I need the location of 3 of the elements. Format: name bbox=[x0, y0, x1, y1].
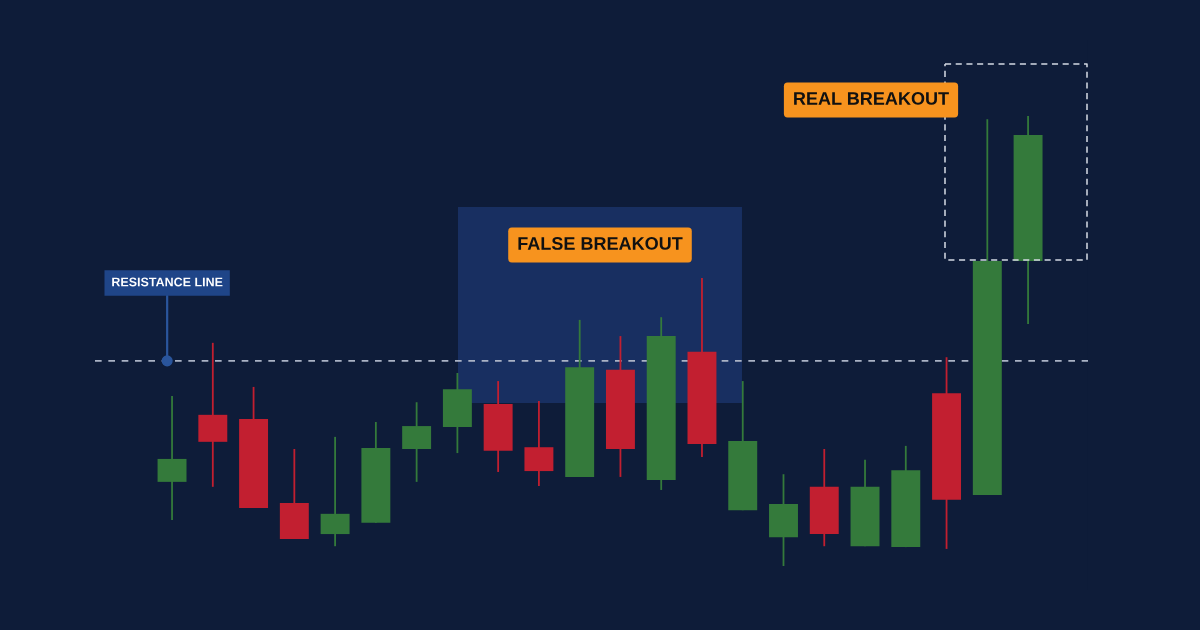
ref-line-label: RESISTANCE LINE bbox=[112, 277, 223, 287]
annotation: FALSE BREAKOUT bbox=[518, 237, 683, 250]
text: REAL BREAKOUT bbox=[794, 92, 949, 105]
